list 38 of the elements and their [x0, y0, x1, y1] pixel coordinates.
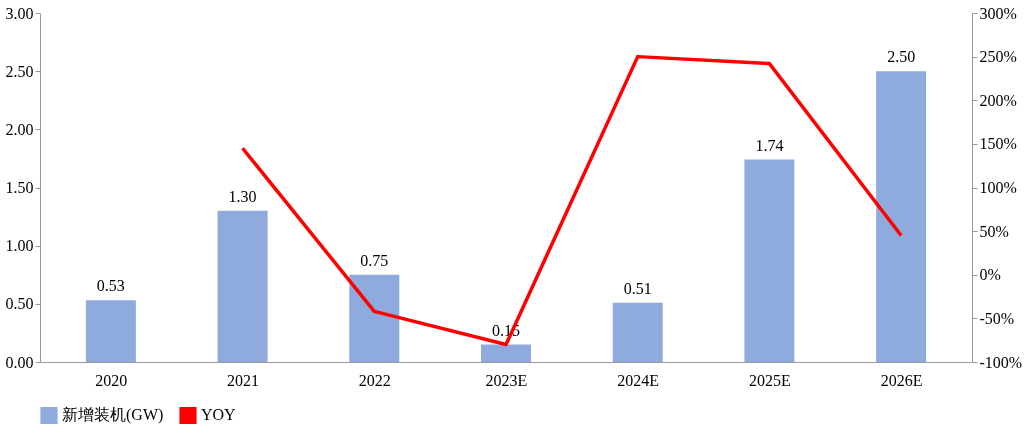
y-tick-label: 1.50: [5, 179, 34, 196]
y2-tick-label: 200%: [979, 91, 1017, 109]
x-tick-label: 2021: [227, 371, 260, 389]
data-label: 2.50: [887, 48, 916, 66]
y2-tick-label: 100%: [979, 179, 1017, 196]
y-tick-label: 1.00: [5, 237, 34, 255]
bar: [481, 344, 531, 362]
x-tick-label: 2026E: [880, 371, 923, 389]
y2-tick-label: 150%: [979, 135, 1017, 153]
bar: [876, 71, 927, 362]
y2-tick-label: 50%: [979, 222, 1009, 240]
y-tick-label: 2.50: [5, 62, 34, 80]
y2-tick-label: 300%: [979, 4, 1017, 22]
bar: [349, 274, 400, 362]
data-label: 0.53: [96, 277, 125, 295]
x-tick-label: 2023E: [485, 371, 528, 389]
y-tick-label: 0.00: [5, 353, 34, 371]
bar: [744, 159, 795, 362]
bar: [85, 300, 136, 362]
y2-tick-label: 0%: [979, 266, 1001, 284]
data-label: 0.75: [360, 251, 389, 269]
data-label: 1.30: [228, 187, 257, 205]
x-tick-label: 2020: [95, 371, 128, 389]
y-tick-label: 3.00: [5, 4, 34, 22]
bar: [217, 210, 268, 362]
legend-label: YOY: [201, 406, 237, 424]
y2-tick-label: 250%: [979, 48, 1017, 66]
x-tick-label: 2024E: [617, 371, 660, 389]
y2-tick-label: -100%: [979, 353, 1023, 371]
data-label: 1.74: [755, 136, 784, 154]
y2-tick-label: -50%: [979, 309, 1015, 327]
x-tick-label: 2025E: [749, 371, 791, 389]
y-tick-label: 0.50: [5, 295, 34, 313]
x-tick-label: 2022: [358, 371, 391, 389]
y-tick-label: 2.00: [5, 120, 34, 138]
legend-label: 新增装机(GW): [62, 406, 164, 425]
bar: [612, 302, 663, 362]
data-label: 0.51: [623, 279, 652, 297]
